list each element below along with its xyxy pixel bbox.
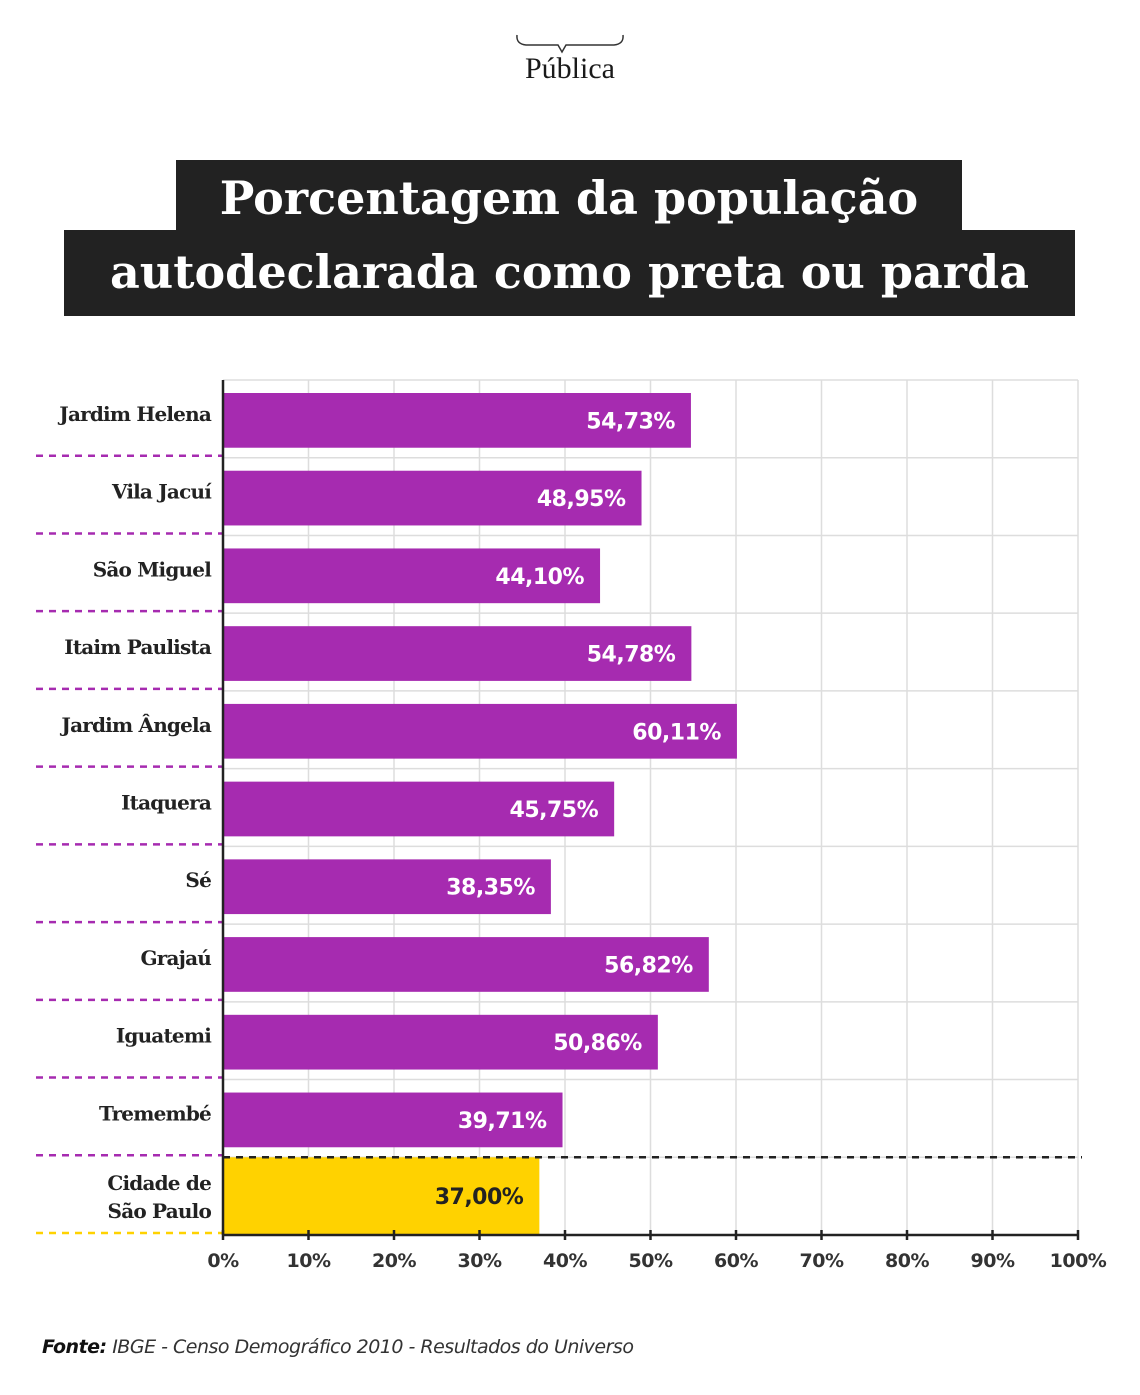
data-label: 54,73% [586,409,675,434]
category-label: Itaim Paulista [64,635,212,659]
bar [223,937,709,992]
category-label: Cidade de [107,1171,211,1195]
category-label: Jardim Ângela [59,713,211,737]
data-label: 48,95% [537,487,626,512]
category-label: Itaquera [121,791,212,815]
chart-title-line-2: autodeclarada como preta ou parda [64,230,1075,316]
x-tick-label: 90% [971,1250,1015,1272]
data-label: 37,00% [435,1185,524,1210]
chart-title-line-1: Porcentagem da população [176,160,962,236]
speech-bracket-icon [516,34,624,54]
category-label: Sé [185,868,211,892]
bar [223,393,691,448]
data-label: 56,82% [604,953,693,978]
x-tick-label: 80% [885,1250,929,1272]
category-label: Vila Jacuí [111,480,212,504]
data-label: 45,75% [510,798,599,823]
category-label: Grajaú [140,946,211,970]
x-tick-label: 100% [1050,1250,1107,1272]
bar [223,548,601,604]
source-text: IBGE - Censo Demográfico 2010 - Resultad… [112,1336,634,1358]
source-note: Fonte: IBGE - Censo Demográfico 2010 - R… [42,1336,634,1358]
bar [223,1092,563,1148]
x-tick-label: 0% [207,1250,239,1272]
bar [223,859,551,915]
category-label: São Miguel [93,557,212,581]
source-label: Fonte: [42,1336,107,1358]
data-label: 39,71% [458,1109,547,1134]
bar-highlight [223,1157,540,1235]
publica-logo: Pública [500,30,640,90]
bar [223,626,692,681]
x-tick-label: 30% [458,1250,502,1272]
data-label: 38,35% [446,876,535,901]
x-tick-label: 10% [287,1250,331,1272]
x-tick-label: 20% [372,1250,416,1272]
data-label: 60,11% [632,720,721,745]
data-label: 54,78% [587,643,676,668]
x-tick-label: 60% [714,1250,758,1272]
x-tick-label: 50% [629,1250,673,1272]
x-tick-label: 40% [543,1250,587,1272]
category-label: Jardim Helena [57,402,212,426]
data-label: 50,86% [553,1031,642,1056]
x-tick-label: 70% [800,1250,844,1272]
bar-chart: 54,73% Jardim Helena 48,95% Vila Jacuí 44,10… [36,379,1107,1272]
category-label: Iguatemi [116,1024,212,1048]
bar [223,470,642,526]
bar [223,703,737,759]
category-label: Tremembé [99,1101,211,1125]
category-label: São Paulo [108,1199,212,1223]
bar [223,1014,658,1070]
data-label: 44,10% [495,565,584,590]
brand-name: Pública [525,52,615,85]
bar [223,781,615,837]
